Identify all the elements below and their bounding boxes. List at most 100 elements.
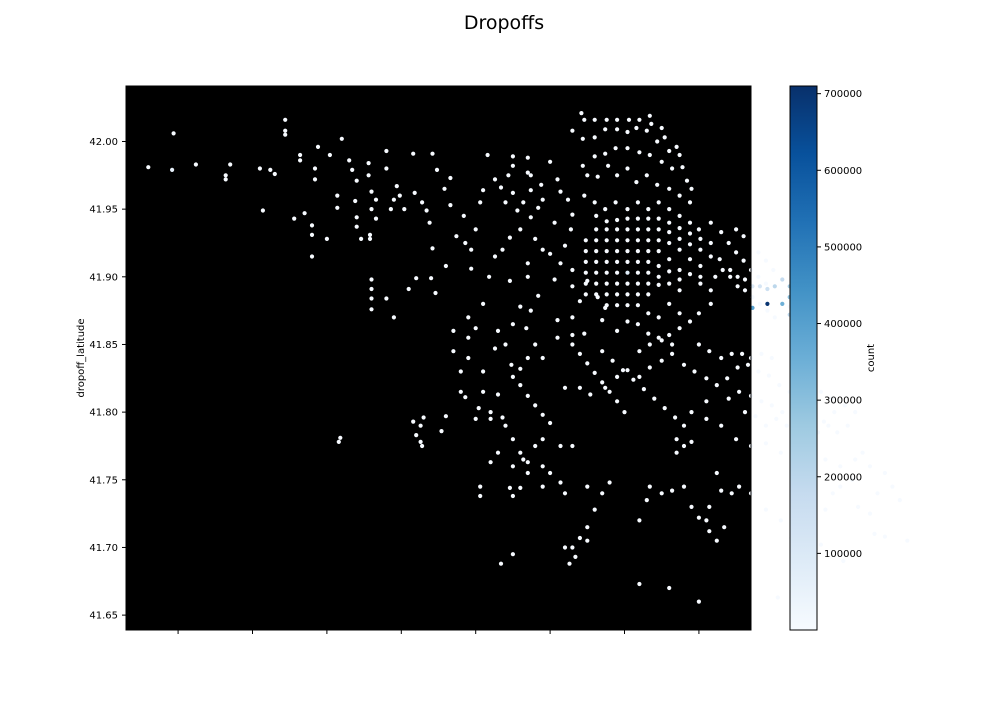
scatter-point — [338, 435, 343, 440]
scatter-point — [536, 205, 541, 210]
scatter-point — [867, 511, 873, 516]
scatter-point — [298, 158, 303, 163]
scatter-point — [443, 263, 448, 269]
scatter-point — [667, 230, 672, 235]
scatter-point — [708, 301, 713, 306]
scatter-point — [696, 342, 702, 347]
scatter-point — [458, 389, 463, 394]
scatter-point — [763, 441, 769, 446]
scatter-point — [315, 144, 321, 149]
scatter-point — [625, 238, 630, 243]
scatter-point — [742, 277, 748, 282]
scatter-point — [689, 186, 694, 191]
scatter-point — [625, 207, 630, 212]
scatter-point — [515, 208, 520, 213]
scatter-point — [704, 518, 709, 523]
scatter-point — [533, 443, 538, 449]
scatter-point — [500, 247, 505, 252]
scatter-point — [418, 439, 423, 444]
scatter-point — [774, 416, 779, 421]
scatter-point — [635, 322, 641, 327]
scatter-point — [373, 197, 379, 202]
scatter-point — [882, 534, 888, 539]
scatter-point — [412, 190, 417, 195]
chart-title: Dropoffs — [464, 12, 544, 34]
scatter-point — [582, 331, 587, 336]
scatter-point — [635, 216, 641, 221]
scatter-point — [696, 599, 702, 604]
scatter-point — [719, 230, 724, 235]
scatter-point — [518, 485, 523, 490]
scatter-point — [562, 545, 568, 550]
scatter-points — [146, 111, 910, 604]
scatter-point — [656, 200, 661, 205]
scatter-point — [853, 457, 858, 462]
scatter-point — [656, 263, 661, 269]
scatter-point — [696, 515, 702, 520]
scatter-point — [741, 234, 746, 239]
scatter-point — [525, 170, 530, 175]
scatter-point — [780, 277, 785, 282]
scatter-point — [667, 207, 672, 212]
scatter-point — [704, 399, 709, 404]
scatter-point — [583, 270, 588, 275]
scatter-point — [518, 450, 523, 455]
scatter-point — [492, 177, 498, 182]
colorbar-label: count — [866, 344, 877, 372]
scatter-point — [481, 369, 486, 374]
scatter-point — [579, 111, 584, 116]
scatter-point — [397, 193, 402, 198]
scatter-point — [170, 167, 175, 172]
scatter-point — [692, 369, 697, 374]
scatter-point — [729, 491, 734, 496]
scatter-point — [600, 380, 605, 385]
scatter-point — [463, 395, 468, 400]
scatter-point — [540, 484, 545, 489]
scatter-point — [720, 267, 725, 273]
scatter-point — [507, 278, 512, 283]
scatter-point — [298, 152, 303, 158]
scatter-point — [698, 236, 703, 241]
scatter-point — [647, 365, 652, 370]
scatter-point — [583, 249, 588, 254]
scatter-point — [283, 128, 288, 133]
scatter-point — [677, 247, 682, 252]
scatter-point — [594, 227, 599, 232]
scatter-point — [872, 531, 877, 537]
scatter-point — [366, 161, 371, 166]
scatter-point — [778, 450, 783, 455]
scatter-point — [369, 296, 374, 301]
scatter-point — [696, 311, 702, 316]
scatter-point — [673, 415, 678, 420]
scatter-point — [620, 368, 626, 373]
scatter-point — [667, 220, 672, 225]
scatter-point — [780, 410, 785, 415]
scatter-point — [646, 249, 651, 254]
scatter-point — [594, 270, 599, 275]
scatter-point — [708, 220, 713, 225]
scatter-point — [687, 272, 693, 277]
scatter-point — [488, 416, 493, 421]
scatter-point — [687, 231, 693, 236]
scatter-point — [656, 227, 661, 232]
scatter-point — [336, 439, 341, 444]
scatter-point — [687, 319, 693, 324]
scatter-point — [525, 261, 530, 266]
scatter-point — [570, 315, 575, 320]
colorbar-tick-label: 600000 — [824, 166, 862, 177]
scatter-point — [637, 150, 642, 155]
scatter-point — [558, 261, 563, 266]
scatter-point — [430, 151, 435, 156]
scatter-point — [503, 423, 508, 428]
scatter-point — [656, 274, 661, 279]
scatter-point — [659, 125, 664, 131]
scatter-point — [646, 227, 651, 232]
scatter-point — [495, 450, 501, 455]
scatter-point — [347, 158, 352, 163]
scatter-point — [309, 223, 315, 228]
scatter-point — [506, 173, 511, 178]
scatter-point — [498, 561, 504, 566]
scatter-point — [525, 274, 530, 279]
scatter-point — [582, 117, 587, 122]
scatter-point — [644, 498, 649, 503]
